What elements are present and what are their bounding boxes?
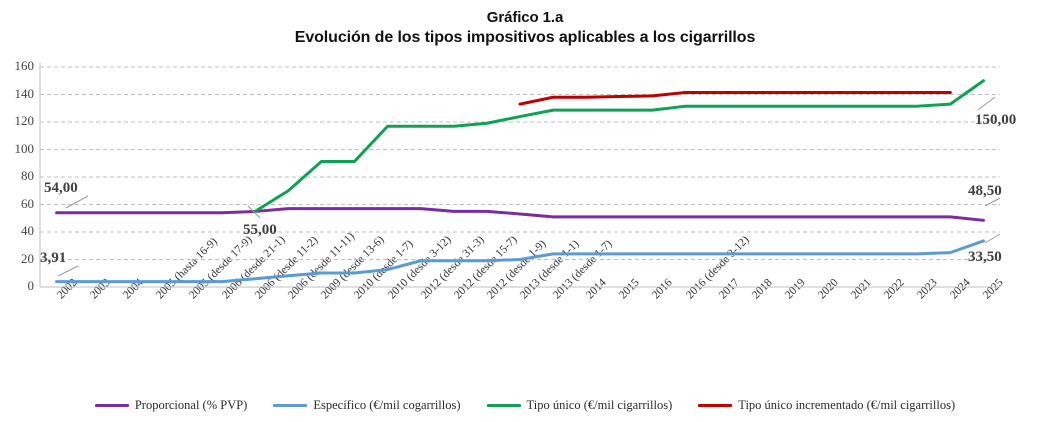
y-axis-tick-40: 40: [21, 223, 34, 238]
y-axis-tick-100: 100: [14, 140, 35, 156]
legend-swatch-icon: [698, 403, 733, 408]
y-axis-tick-80: 80: [21, 168, 34, 183]
y-axis-tick-140: 140: [14, 85, 35, 101]
label-leader-line: [984, 197, 1001, 207]
legend-item-proporcional[interactable]: Proporcional (% PVP): [94, 398, 248, 413]
y-axis-tick-160: 160: [14, 58, 35, 73]
series-line: [55, 207, 985, 222]
data-label: 3,91: [40, 250, 67, 266]
legend-label: Tipo único (€/mil cigarrillos): [526, 398, 673, 412]
legend-label: Específico (€/mil cogarrillos): [313, 398, 461, 412]
y-axis-tick-0: 0: [27, 278, 35, 293]
legend-swatch-icon: [94, 403, 129, 408]
label-leader-line: [57, 265, 79, 277]
legend-swatch-icon: [486, 403, 521, 408]
series-line: [518, 90, 952, 106]
y-axis-tick-20: 20: [21, 250, 34, 266]
label-leader-line: [984, 233, 1001, 244]
legend-item-tipo_unico_incrementado[interactable]: Tipo único incrementado (€/mil cigarrill…: [698, 398, 955, 413]
label-leader-line: [247, 205, 261, 219]
legend-item-especifico[interactable]: Específico (€/mil cogarrillos): [273, 398, 461, 413]
legend-label: Tipo único incrementado (€/mil cigarrill…: [738, 398, 956, 412]
chart-legend: Proporcional (% PVP) Específico (€/mil co…: [0, 398, 1050, 413]
legend-swatch-icon: [273, 403, 308, 408]
series-line: [253, 79, 985, 213]
data-label: 54,00: [44, 180, 78, 196]
y-axis-tick-120: 120: [14, 113, 35, 128]
label-leader-line: [977, 96, 996, 111]
data-label: 150,00: [975, 112, 1017, 128]
series-line: [55, 239, 985, 284]
y-axis-tick-60: 60: [21, 195, 34, 211]
legend-item-tipo_unico[interactable]: Tipo único (€/mil cigarrillos): [486, 398, 673, 413]
legend-label: Proporcional (% PVP): [134, 398, 248, 412]
data-label: 33,50: [968, 249, 1002, 265]
data-label: 55,00: [243, 222, 277, 238]
data-label: 48,50: [968, 183, 1002, 199]
label-leader-line: [65, 195, 89, 209]
